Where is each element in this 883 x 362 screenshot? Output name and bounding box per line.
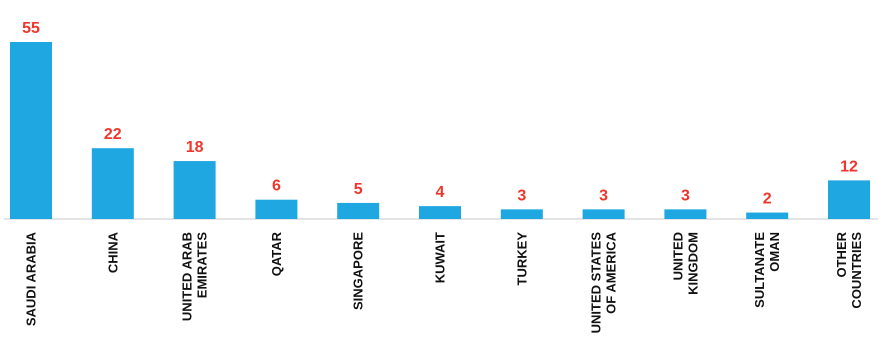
bar-1 (91, 148, 134, 219)
category-label-3: QATAR (269, 231, 284, 276)
category-label-line: UNITED (670, 232, 685, 280)
bars-group (10, 42, 870, 219)
category-label-line: QATAR (269, 231, 284, 276)
value-label-9: 2 (763, 191, 772, 208)
bar-8 (664, 209, 707, 219)
category-label-8: UNITED KINGDOM (670, 232, 700, 295)
category-label-0: SAUDI ARABIA (24, 231, 39, 326)
bar-2 (173, 161, 216, 219)
category-label-line: UNITED STATES (589, 232, 604, 334)
value-label-1: 22 (104, 126, 122, 143)
category-label-line: SAUDI ARABIA (24, 231, 39, 326)
value-label-5: 4 (436, 184, 445, 201)
category-label-line: KINGDOM (685, 232, 700, 295)
category-label-2: UNITED ARAB EMIRATES (180, 232, 210, 321)
value-label-8: 3 (681, 187, 690, 204)
bar-6 (500, 209, 543, 219)
category-label-7: UNITED STATES OF AMERICA (589, 231, 619, 333)
category-label-line: SINGAPORE (351, 232, 366, 310)
value-label-7: 3 (599, 187, 608, 204)
category-label-line: KUWAIT (433, 232, 448, 283)
category-label-6: TURKEY (514, 232, 529, 286)
category-label-line: UNITED ARAB (180, 232, 195, 321)
value-label-2: 18 (186, 139, 204, 156)
value-label-6: 3 (517, 187, 526, 204)
value-labels-group: 55 22 18 6 5 4 3 3 3 2 12 (22, 20, 858, 208)
category-label-line: OTHER (834, 231, 849, 277)
category-label-line: TURKEY (514, 232, 529, 286)
category-label-5: KUWAIT (433, 232, 448, 283)
bar-9 (746, 212, 789, 219)
bar-4 (337, 202, 380, 219)
bar-7 (582, 209, 625, 219)
bar-10 (828, 180, 870, 219)
category-label-line: COUNTRIES (849, 232, 864, 309)
bar-5 (419, 206, 461, 219)
value-label-3: 6 (272, 178, 281, 195)
category-label-4: SINGAPORE (351, 232, 366, 310)
category-label-line: CHINA (105, 231, 120, 273)
value-label-10: 12 (840, 158, 858, 175)
category-label-line: SULTANATE (752, 232, 767, 308)
bar-3 (255, 199, 298, 219)
value-label-0: 55 (22, 20, 40, 37)
category-label-line: OMAN (767, 232, 782, 272)
category-labels-group: SAUDI ARABIA CHINA UNITED ARAB EMIRATES QATA… (24, 231, 865, 333)
bar-0 (10, 42, 52, 219)
category-label-line: OF AMERICA (604, 231, 619, 313)
category-label-line: EMIRATES (195, 232, 210, 299)
category-label-10: OTHER COUNTRIES (834, 231, 864, 308)
value-label-4: 5 (354, 181, 363, 198)
category-label-1: CHINA (105, 231, 120, 273)
category-label-9: SULTANATE OMAN (752, 232, 782, 308)
